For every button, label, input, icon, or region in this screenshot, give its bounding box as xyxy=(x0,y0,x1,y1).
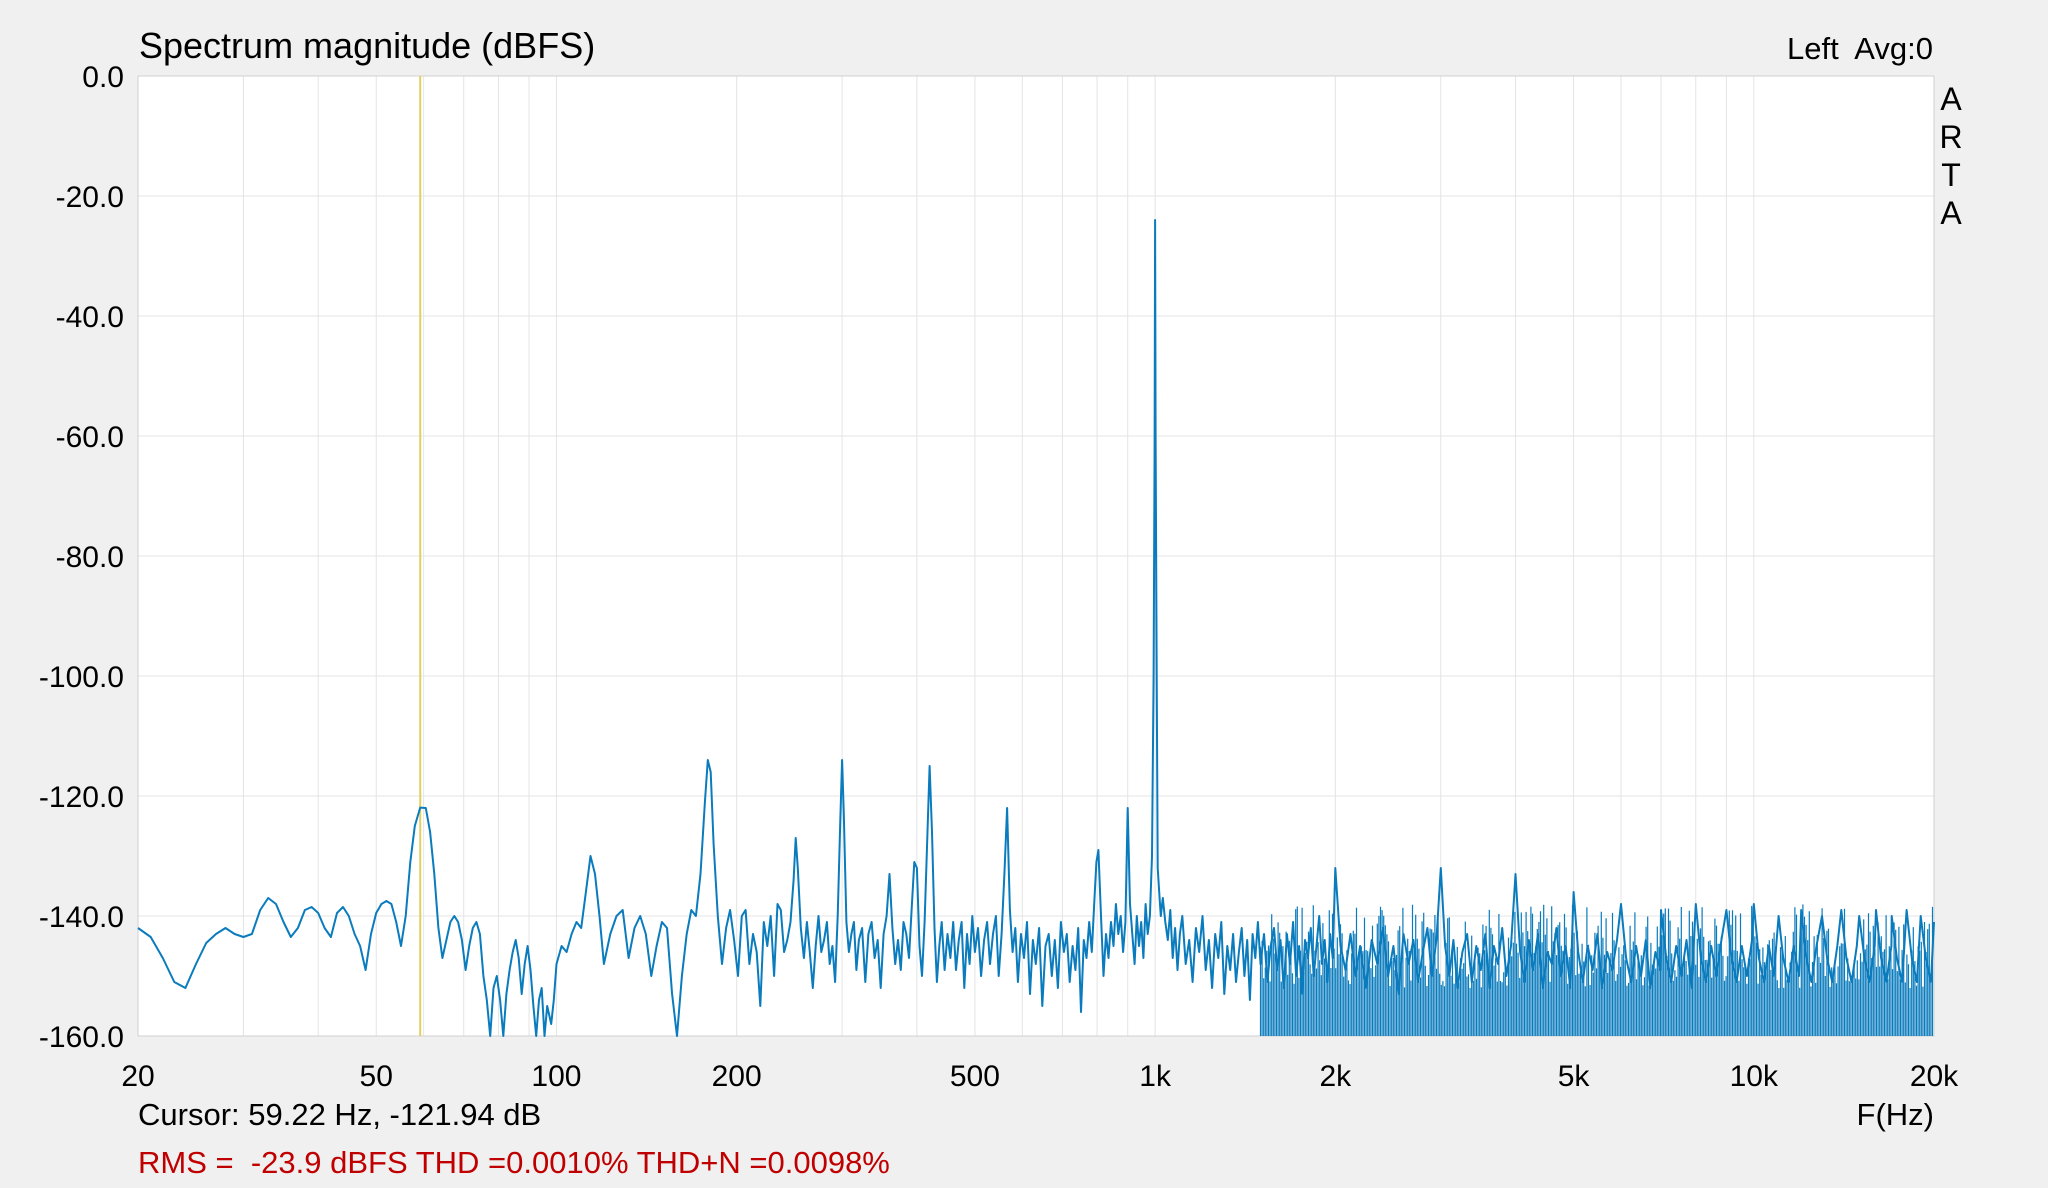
chart-title: Spectrum magnitude (dBFS) xyxy=(139,25,596,66)
x-tick-label: 100 xyxy=(531,1060,581,1093)
brand-letter: T xyxy=(1941,157,1961,193)
noise-floor-band xyxy=(1259,904,1934,1036)
y-tick-label: -140.0 xyxy=(39,901,124,934)
brand-letter: A xyxy=(1940,195,1962,231)
x-axis-label: F(Hz) xyxy=(1856,1097,1934,1132)
x-tick-label: 10k xyxy=(1730,1060,1779,1093)
thd-readout: THD =0.0010% xyxy=(415,1145,629,1180)
channel-status: Left Avg:0 xyxy=(1787,33,1933,64)
thdn-readout: THD+N =0.0098% xyxy=(636,1145,890,1180)
grid-lines xyxy=(137,75,1935,1037)
measurement-readout: RMS = -23.9 dBFS THD =0.0010% THD+N =0.0… xyxy=(138,1147,890,1178)
x-tick-label: 2k xyxy=(1319,1060,1352,1093)
channel-label: Left xyxy=(1787,31,1839,66)
rms-readout: RMS = -23.9 dBFS xyxy=(138,1145,408,1180)
x-tick-label: 500 xyxy=(950,1060,1000,1093)
x-tick-label: 200 xyxy=(712,1060,762,1093)
y-tick-label: -160.0 xyxy=(39,1021,124,1054)
x-tick-label: 5k xyxy=(1558,1060,1591,1093)
y-tick-labels: 0.0 -20.0 -40.0 -60.0 -80.0 -100.0 -120.0 -140.… xyxy=(39,61,124,1054)
x-tick-label: 1k xyxy=(1139,1060,1172,1093)
y-tick-label: -120.0 xyxy=(39,781,124,814)
y-tick-label: -100.0 xyxy=(39,661,124,694)
x-tick-labels: 20 50 100 200 500 1k 2k 5k 10k 20k xyxy=(121,1060,1959,1093)
cursor-readout: Cursor: 59.22 Hz, -121.94 dB xyxy=(138,1097,542,1132)
y-tick-label: -20.0 xyxy=(56,181,124,214)
brand-letter: A xyxy=(1940,81,1962,117)
spectrum-trace xyxy=(137,219,1935,1037)
plot-frame xyxy=(137,75,1935,1037)
brand-letter: R xyxy=(1939,119,1963,155)
x-tick-label: 20k xyxy=(1910,1060,1959,1093)
y-tick-label: -80.0 xyxy=(56,541,124,574)
y-tick-label: -60.0 xyxy=(56,421,124,454)
arta-brand-label: A R T A xyxy=(1936,80,1966,232)
x-tick-label: 20 xyxy=(121,1060,154,1093)
y-tick-label: -40.0 xyxy=(56,301,124,334)
x-tick-label: 50 xyxy=(360,1060,393,1093)
avg-count: Avg:0 xyxy=(1854,31,1933,66)
y-tick-label: 0.0 xyxy=(82,61,124,94)
trace-layer xyxy=(137,219,1935,1037)
